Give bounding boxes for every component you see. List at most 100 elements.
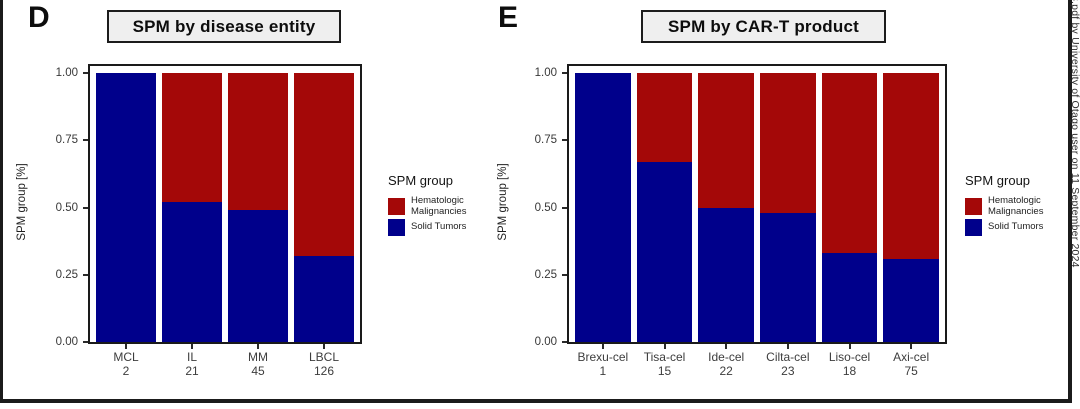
x-tick-mark	[910, 344, 913, 349]
bar-segment-hematologic	[162, 73, 222, 203]
x-tick-mark	[323, 344, 325, 349]
legend-label-solid: Solid Tumors	[411, 222, 466, 233]
bar-segment-solid	[698, 207, 754, 342]
x-category-label: Liso-cel	[828, 350, 871, 364]
legend-label-line: Solid Tumors	[411, 221, 467, 233]
legend-e: SPM group Hematologic Malignancies Solid…	[965, 173, 1080, 238]
frame-border-left	[0, 0, 3, 403]
x-tick-label: Cilta-cel 23	[743, 350, 833, 378]
x-tick-label: MCL 2	[81, 350, 171, 378]
y-axis-title-d: SPM group [%]	[16, 163, 28, 241]
legend-swatch-solid	[965, 219, 982, 236]
x-tick-mark	[663, 344, 666, 349]
legend-label-solid: Solid Tumors	[988, 222, 1043, 233]
x-category-label: Axi-cel	[893, 350, 930, 364]
bar-segment-hematologic	[636, 73, 693, 162]
legend-swatch-hematologic	[388, 198, 405, 215]
y-tick-label: 0.50	[55, 201, 78, 214]
legend-label-line: Malignancies	[411, 205, 467, 217]
chart-title-e: SPM by CAR-T product	[668, 16, 859, 36]
y-tick-mark	[83, 273, 88, 276]
x-count-label: 126	[313, 364, 335, 378]
chart-title-box-d: SPM by disease entity	[107, 10, 341, 43]
x-tick-label: MM 45	[213, 350, 303, 378]
x-tick-mark	[848, 344, 851, 349]
x-count-label: 2	[122, 364, 130, 378]
x-count-label: 75	[904, 364, 918, 378]
y-tick-mark	[562, 206, 567, 209]
x-tick-mark	[786, 344, 789, 349]
bar-segment-solid	[228, 210, 288, 342]
plot-area-e	[567, 64, 947, 344]
x-tick-mark	[125, 344, 127, 349]
bar-segment-solid	[575, 73, 631, 342]
frame-border-bottom	[0, 399, 1072, 403]
legend-label-hematologic: Hematologic Malignancies	[411, 195, 467, 217]
x-category-label: Ide-cel	[708, 350, 745, 364]
y-tick-mark	[562, 139, 567, 142]
legend-label-hematologic: Hematologic Malignancies	[988, 195, 1044, 217]
x-category-label: MCL	[113, 350, 139, 364]
x-count-label: 45	[251, 364, 265, 378]
frame-border-right	[1068, 0, 1072, 403]
y-tick-mark	[83, 139, 88, 142]
x-count-label: 23	[781, 364, 795, 378]
bar-segment-solid	[294, 255, 354, 342]
legend-item-solid: Solid Tumors	[388, 219, 520, 236]
x-category-label: LBCL	[308, 350, 340, 364]
legend-label-line: Hematologic	[411, 195, 464, 206]
bar-segment-hematologic	[698, 73, 754, 208]
panel-label-d: D	[28, 1, 50, 34]
y-tick-label: 1.00	[534, 67, 557, 79]
legend-title: SPM group	[388, 173, 454, 188]
x-tick-mark	[725, 344, 728, 349]
chart-title-box-e: SPM by CAR-T product	[641, 10, 886, 43]
legend-item-solid: Solid Tumors	[965, 219, 1080, 236]
x-tick-label: Brexu-cel 1	[558, 350, 648, 378]
bar-segment-solid	[636, 161, 693, 342]
x-tick-label: Ide-cel 22	[681, 350, 771, 378]
chart-title-d: SPM by disease entity	[132, 16, 316, 36]
x-category-label: Tisa-cel	[643, 350, 686, 364]
legend-swatch-hematologic	[965, 198, 982, 215]
bar-segment-solid	[96, 73, 156, 342]
y-tick-mark	[83, 206, 88, 209]
x-count-label: 18	[842, 364, 857, 378]
x-tick-label: Axi-cel 75	[866, 350, 956, 378]
x-category-label: Cilta-cel	[766, 350, 810, 364]
plot-area-d	[88, 64, 362, 344]
legend-item-hematologic: Hematologic Malignancies	[965, 195, 1080, 217]
y-tick-label: 0.75	[55, 134, 78, 147]
y-tick-label: 0.25	[534, 268, 557, 281]
x-category-label: IL	[186, 350, 197, 364]
y-tick-label: 0.75	[534, 134, 557, 147]
y-tick-mark	[83, 341, 88, 343]
x-category-label: Brexu-cel	[577, 350, 629, 364]
legend-d: SPM group Hematologic Malignancies Solid…	[388, 173, 520, 238]
x-count-label: 15	[657, 364, 672, 378]
legend-label-line: Malignancies	[988, 205, 1044, 217]
side-watermark-text: 8.pdf by University of Otago user on 11 …	[1069, 0, 1080, 268]
y-tick-mark	[562, 341, 567, 343]
bar-segment-solid	[162, 202, 222, 342]
y-tick-label: 0.25	[55, 268, 78, 281]
x-category-label: MM	[248, 350, 268, 364]
y-axis-title-e: SPM group [%]	[497, 163, 509, 241]
x-tick-label: LBCL 126	[279, 350, 369, 378]
legend-item-hematologic: Hematologic Malignancies	[388, 195, 520, 217]
bar-segment-solid	[760, 212, 816, 342]
y-tick-mark	[562, 273, 567, 276]
bar-segment-solid	[821, 253, 878, 342]
x-tick-mark	[601, 344, 604, 349]
x-tick-label: Liso-cel 18	[805, 350, 895, 378]
x-count-label: 1	[599, 364, 607, 378]
x-tick-label: IL 21	[147, 350, 237, 378]
x-tick-label: Tisa-cel 15	[620, 350, 710, 378]
x-tick-mark	[257, 344, 259, 349]
bar-segment-hematologic	[228, 73, 288, 211]
bar-segment-hematologic	[760, 73, 816, 213]
bar-segment-hematologic	[883, 73, 939, 259]
x-count-label: 22	[719, 364, 733, 378]
legend-label-line: Hematologic	[988, 195, 1041, 206]
legend-title: SPM group	[965, 173, 1031, 188]
